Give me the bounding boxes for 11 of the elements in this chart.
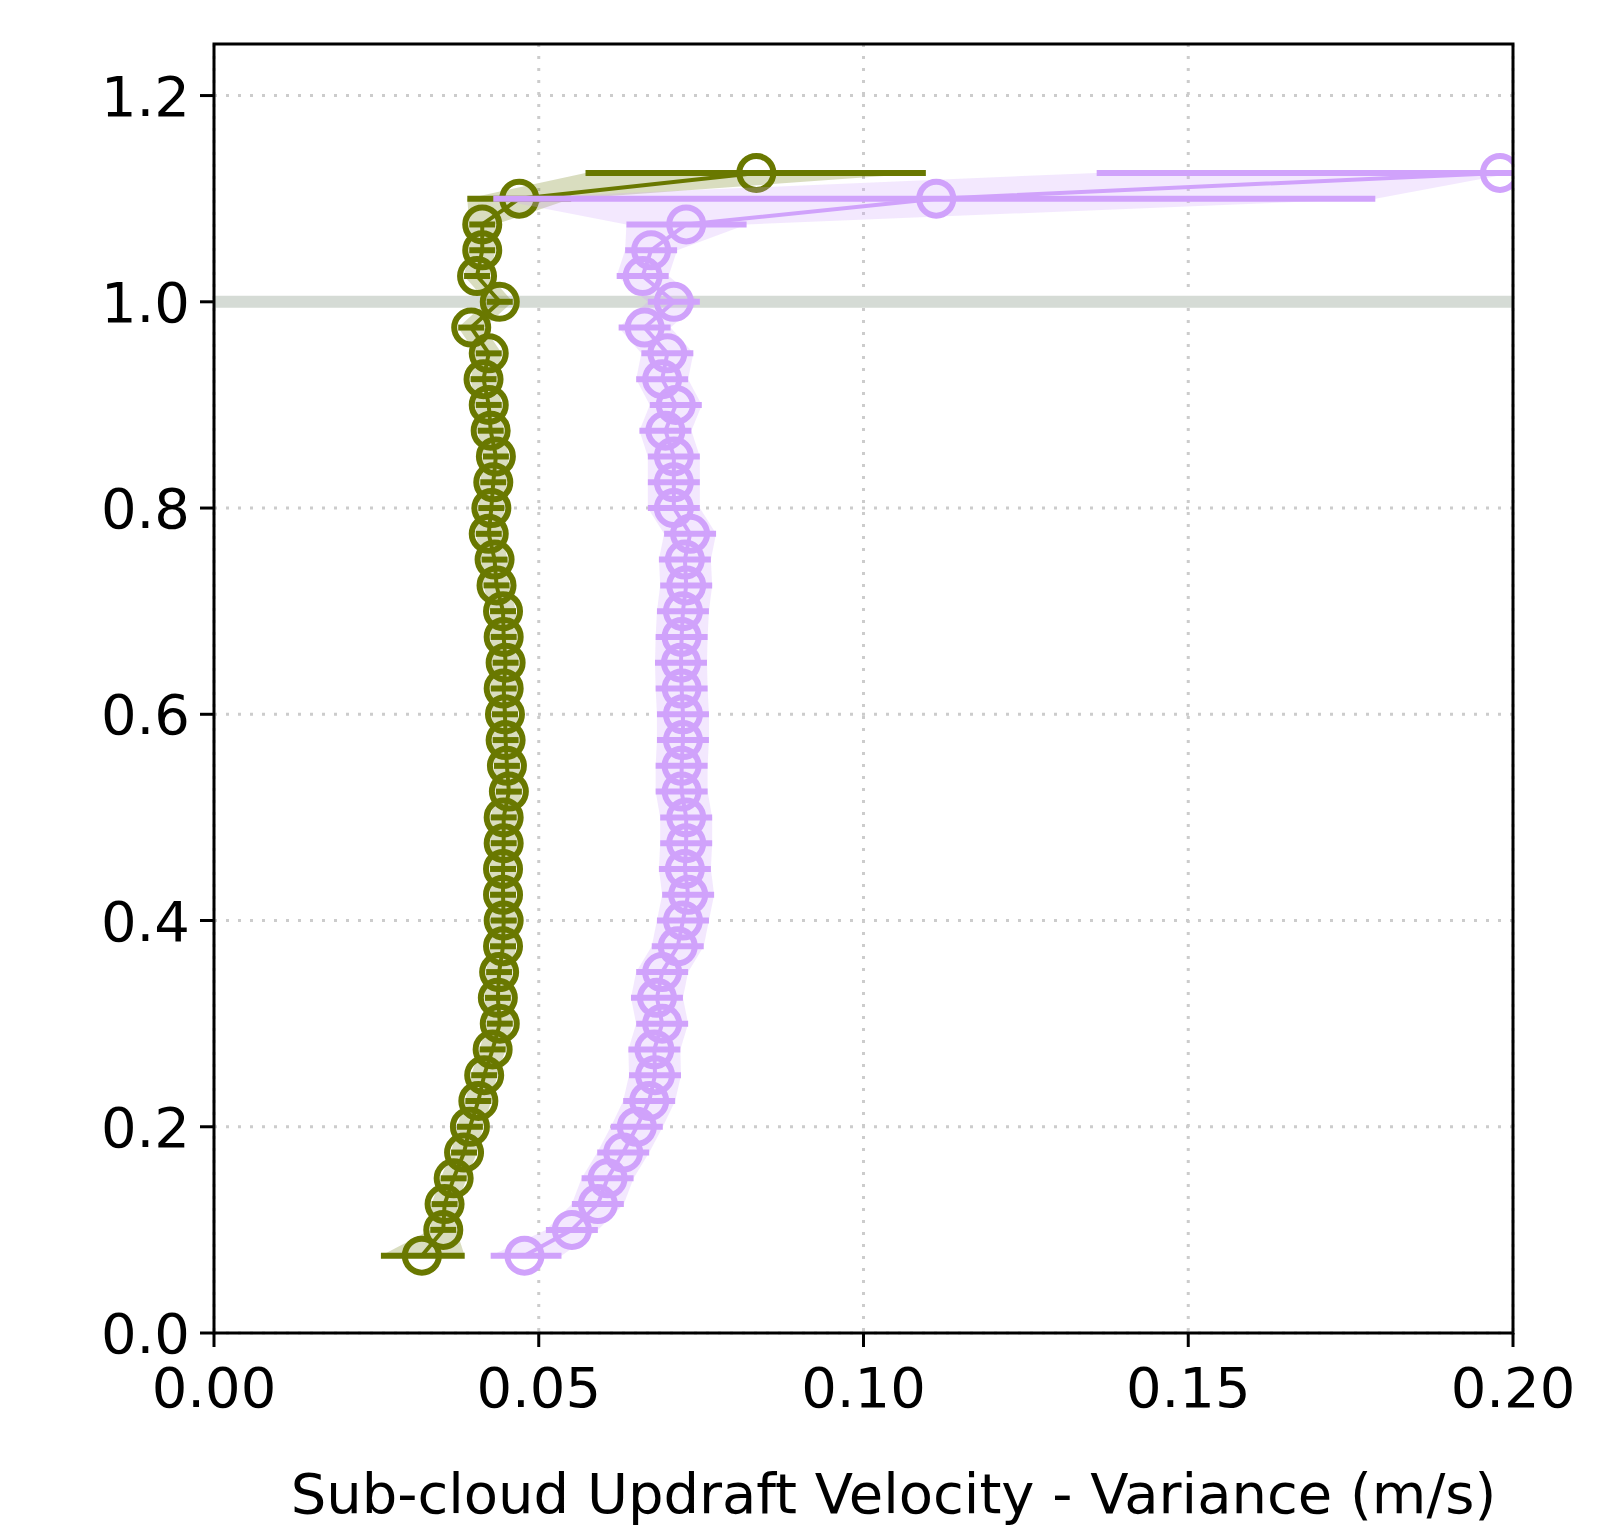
y-tick-label: 0.8: [100, 476, 190, 542]
x-axis-title: Sub-cloud Updraft Velocity - Variance (m/s): [290, 1461, 1497, 1526]
y-tick-label: 0.6: [100, 682, 190, 748]
x-tick-label: 0.10: [801, 1355, 926, 1420]
y-tick-label: 0.2: [100, 1094, 190, 1160]
y-tick-label: 1.0: [100, 269, 190, 335]
y-tick-label: 1.2: [100, 63, 190, 129]
y-tick-label: 0.4: [100, 888, 190, 954]
x-tick-label: 0.05: [476, 1355, 602, 1420]
x-tick-label: 0.15: [1125, 1355, 1251, 1420]
x-tick-label: 0.20: [1450, 1355, 1576, 1420]
